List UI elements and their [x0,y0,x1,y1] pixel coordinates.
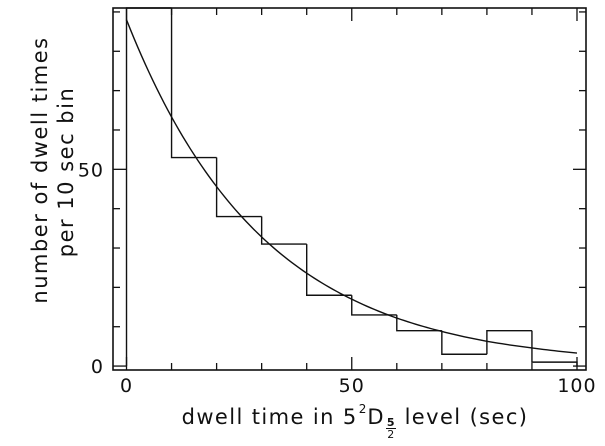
curve-layer [125,19,578,354]
x-axis-label: dwell time in 52D 5 2 level (sec) [105,402,605,443]
x-axis-label-text: dwell time in 5 [181,405,358,429]
histogram-bin [125,7,172,367]
histogram-bin [260,216,307,245]
histogram-bin [170,8,217,159]
histogram-bin [306,244,352,296]
histogram-bin [396,314,442,332]
y-tick-label: 0 [91,356,104,378]
x-axis-label-symbol: D [367,405,385,429]
y-tick-label: 50 [78,159,104,181]
x-tick-label: 50 [339,375,365,397]
tick-labels: 0 50 100 0 50 [78,159,596,397]
x-axis-label-superscript: 2 [358,402,367,416]
histogram-bin [531,330,578,367]
x-tick-label: 100 [557,375,596,397]
subscript-numerator: 5 [385,416,396,429]
x-axis-label-unit: level (sec) [404,405,529,429]
plot-frame [112,7,587,371]
axis-ticks [113,8,586,370]
histogram-bin [215,157,262,218]
histogram-bin [351,295,397,316]
histogram-bin [486,329,532,355]
x-tick-label: 0 [120,375,133,397]
y-axis-label-line-2: per 10 sec bin [54,87,78,258]
histogram-bin [441,330,487,355]
subscript-denominator: 2 [387,428,395,441]
fit-curve [125,19,578,354]
histogram [125,7,578,367]
y-axis-label-line-1: number of dwell times [28,36,52,303]
